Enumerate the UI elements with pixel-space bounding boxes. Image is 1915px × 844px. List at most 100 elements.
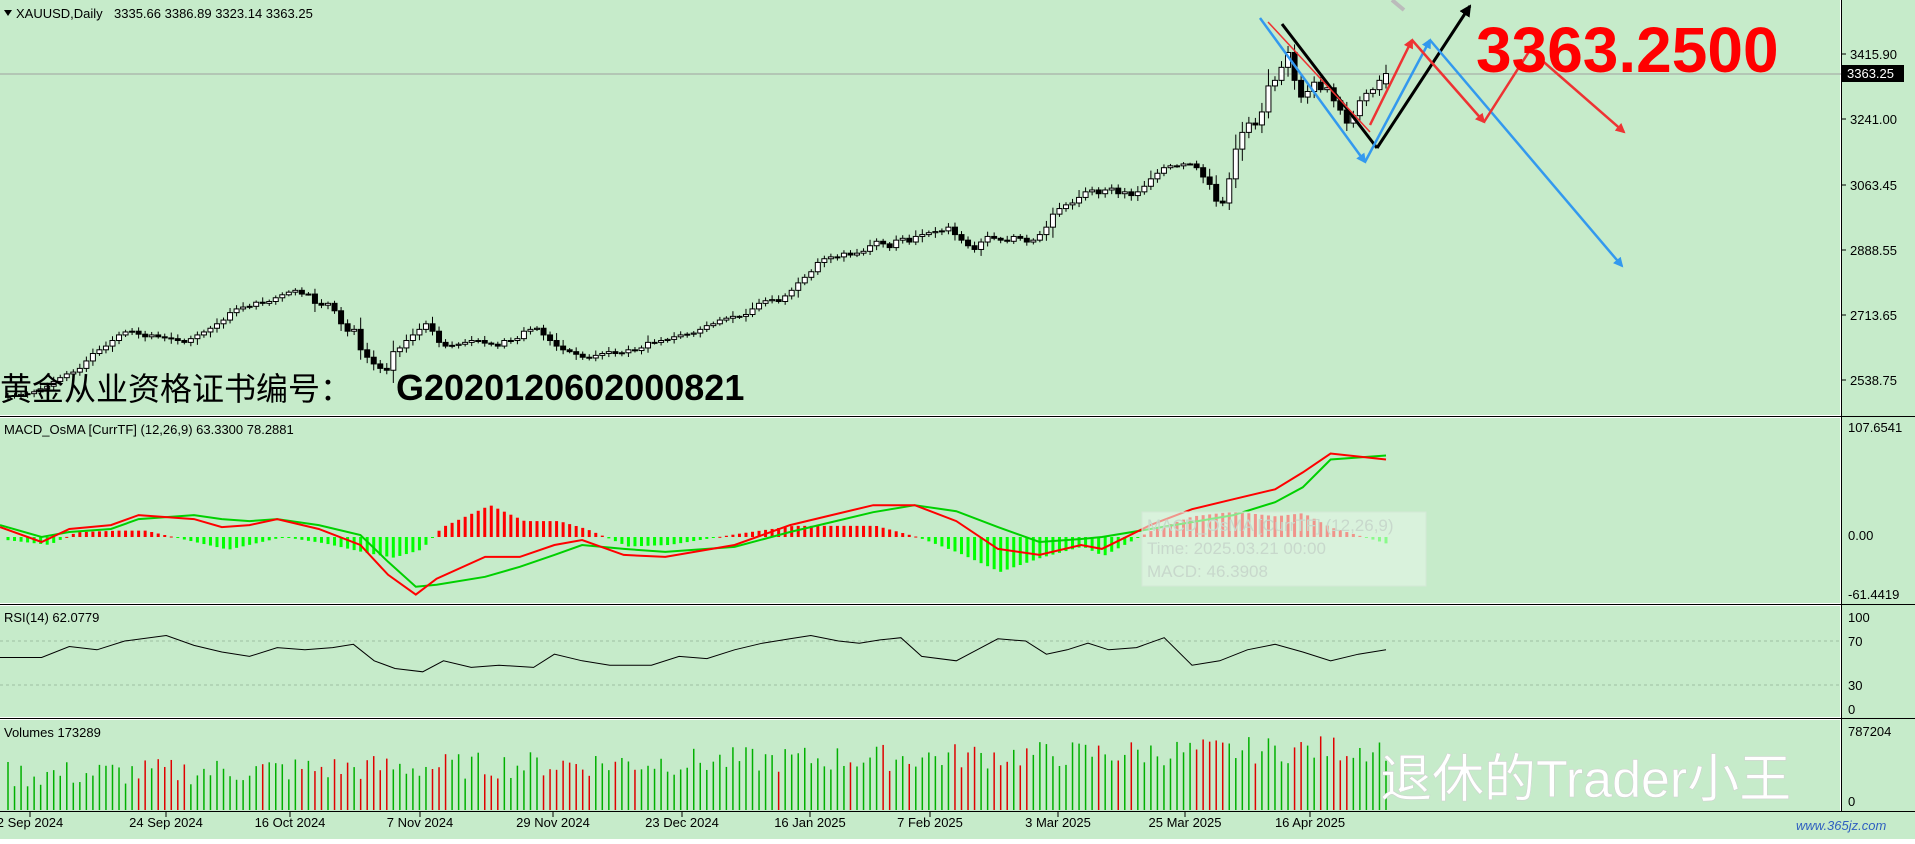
candle-body xyxy=(266,300,273,304)
volume-axis: 787204 0 xyxy=(1848,724,1891,809)
candle-body xyxy=(651,341,658,344)
rsi-pane xyxy=(0,606,1840,717)
candle-body xyxy=(501,340,508,347)
osma-bar xyxy=(751,531,755,537)
candle-body xyxy=(1258,111,1265,126)
osma-bar xyxy=(241,537,245,547)
osma-bar xyxy=(104,531,108,537)
candle-body xyxy=(305,293,312,296)
osma-bar xyxy=(724,535,728,537)
osma-bar xyxy=(424,537,428,545)
volume-label: Volumes 173289 xyxy=(4,725,101,740)
osma-bar xyxy=(986,537,990,567)
candle-body xyxy=(553,340,560,347)
osma-bar xyxy=(19,537,23,542)
candle-body xyxy=(854,252,861,256)
collapse-triangle-icon[interactable] xyxy=(4,10,12,16)
candle-body xyxy=(951,226,958,236)
rsi-line xyxy=(0,634,1387,673)
candle-body xyxy=(533,327,540,330)
candle-body xyxy=(1304,91,1311,98)
candle-body xyxy=(161,336,168,339)
candle-body xyxy=(991,235,998,239)
candle-body xyxy=(344,323,351,332)
osma-bar xyxy=(659,537,663,546)
svg-text:107.6541: 107.6541 xyxy=(1848,420,1902,435)
osma-bar xyxy=(868,525,872,537)
time-tick-label: 24 Sep 2024 xyxy=(129,815,203,830)
osma-bar xyxy=(535,521,539,537)
osma-bar xyxy=(1018,537,1022,566)
osma-bar xyxy=(339,537,343,548)
candle-body xyxy=(886,243,893,249)
candle-body xyxy=(860,250,867,254)
osma-bar xyxy=(91,531,95,537)
osma-bar xyxy=(306,537,310,541)
candle-body xyxy=(1298,79,1305,98)
svg-text:100: 100 xyxy=(1848,610,1870,625)
candle-body xyxy=(1082,191,1089,198)
osma-bar xyxy=(914,536,918,538)
candle-body xyxy=(1317,81,1324,91)
svg-text:3363.25: 3363.25 xyxy=(1847,66,1894,81)
osma-bar xyxy=(228,537,232,550)
red-arrow-down2 xyxy=(1529,49,1626,134)
price-tick-label: 3241.00 xyxy=(1850,112,1897,127)
candle-body xyxy=(442,341,449,347)
candle-body xyxy=(370,356,377,365)
osma-bar xyxy=(940,537,944,547)
svg-text:0.00: 0.00 xyxy=(1848,528,1873,543)
osma-bar xyxy=(463,516,467,537)
candle-body xyxy=(736,315,743,318)
candle-body xyxy=(710,323,717,327)
osma-bar xyxy=(999,537,1003,572)
candle-body xyxy=(76,367,83,373)
candle-body xyxy=(592,354,599,359)
osma-bar xyxy=(555,521,559,537)
osma-bar xyxy=(287,537,291,538)
osma-bar xyxy=(888,529,892,537)
osma-bar xyxy=(58,537,62,540)
candle-body xyxy=(1121,191,1128,195)
candle-body xyxy=(449,344,456,347)
candle-body xyxy=(246,305,253,308)
candle-body xyxy=(1108,187,1115,191)
osma-bar xyxy=(65,536,69,538)
osma-bar xyxy=(1090,537,1094,551)
osma-bar xyxy=(528,521,532,537)
candle-body xyxy=(240,306,247,310)
candle-body xyxy=(1076,196,1083,204)
candle-body xyxy=(840,252,847,258)
osma-bar xyxy=(646,537,650,546)
candle-body xyxy=(468,340,475,343)
candle-body xyxy=(1017,235,1024,239)
candle-body xyxy=(455,343,462,346)
candle-body xyxy=(984,235,991,243)
osma-bar xyxy=(737,533,741,537)
osma-bar xyxy=(718,536,722,538)
candle-body xyxy=(1369,89,1376,94)
macd-label: MACD_OsMA [CurrTF] (12,26,9) 63.3300 78.… xyxy=(4,422,294,437)
candle-body xyxy=(1271,79,1278,87)
candle-body xyxy=(462,341,469,345)
price-pane xyxy=(0,0,1840,415)
forecast-arrows xyxy=(1258,0,1626,268)
osma-bar xyxy=(822,525,826,537)
black-arrow-up xyxy=(1375,4,1472,149)
candle-body xyxy=(1023,237,1030,243)
osma-bar xyxy=(26,537,30,543)
osma-bar xyxy=(907,534,911,537)
candle-body xyxy=(873,240,880,247)
osma-bar xyxy=(783,527,787,537)
osma-bar xyxy=(587,530,591,537)
osma-bar xyxy=(431,537,435,538)
candle-body xyxy=(1036,234,1043,241)
site-watermark: www.365jz.com xyxy=(1796,818,1886,833)
candle-body xyxy=(540,327,547,336)
candle-body xyxy=(311,293,318,304)
svg-text:70: 70 xyxy=(1848,634,1862,649)
price-axis-bg xyxy=(1842,0,1915,812)
time-tick-label: 16 Jan 2025 xyxy=(774,815,846,830)
